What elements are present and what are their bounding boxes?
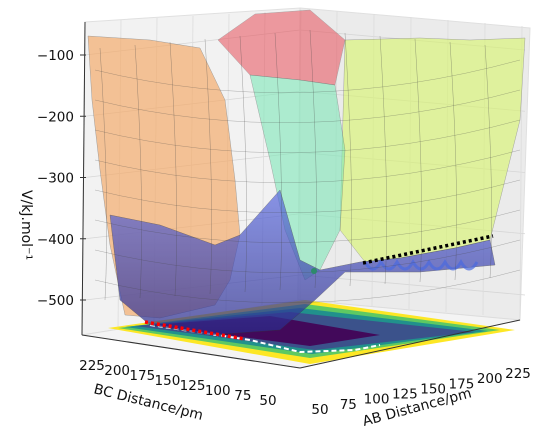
mesh-line — [414, 38, 422, 283]
y-tick-label: 175 — [129, 368, 155, 384]
mesh-line — [134, 44, 142, 299]
z-tick-label: −400 — [37, 232, 74, 248]
x-tick-label: 200 — [477, 371, 503, 387]
y-tick-label: 125 — [180, 378, 206, 394]
mesh-line — [94, 239, 521, 273]
mesh-line — [309, 29, 317, 289]
mesh-line — [274, 32, 282, 291]
y-tick-label: 150 — [155, 373, 181, 389]
x-tick-label: 150 — [420, 381, 446, 397]
trajectories — [144, 234, 494, 341]
x-tick-label: 100 — [364, 392, 390, 408]
z-tick-label: −100 — [37, 48, 74, 64]
mesh-line — [94, 179, 521, 213]
mesh-line — [449, 41, 457, 281]
y-tick-label: 75 — [234, 388, 251, 404]
z-tick-label: −300 — [37, 171, 74, 187]
x-tick-label: 75 — [340, 397, 357, 413]
x-tick-label: 50 — [311, 402, 328, 418]
mesh-line — [94, 149, 521, 183]
mesh-line — [94, 119, 521, 153]
z-axis-ticks: −100 −200 −300 −400 −500 — [37, 48, 86, 309]
x-axis-line — [299, 319, 521, 369]
mesh-line — [94, 269, 521, 303]
mesh-line — [344, 32, 352, 287]
z-axis-line — [81, 21, 86, 336]
surface-right-wall — [339, 37, 526, 263]
mesh-line — [484, 44, 492, 279]
y-tick-label: 225 — [79, 358, 105, 374]
trajectory-red — [144, 320, 246, 341]
mesh-line — [379, 35, 387, 285]
x-tick-label: 175 — [449, 376, 475, 392]
surface — [87, 9, 526, 336]
trajectory-marker — [311, 268, 317, 274]
y-axis-line — [81, 334, 301, 369]
y-axis-ticks: 225 200 175 150 125 100 75 50 — [79, 358, 276, 409]
mesh-line — [94, 209, 521, 243]
trajectory-black — [362, 234, 494, 265]
z-axis-label: V/kJ.mol⁻¹ — [18, 190, 34, 260]
mesh-line — [99, 47, 107, 301]
x-tick-label: 125 — [392, 387, 418, 403]
mesh-line — [94, 59, 521, 93]
x-tick-label: 225 — [505, 366, 531, 382]
z-tick-label: −200 — [37, 109, 74, 125]
y-tick-label: 100 — [205, 383, 231, 399]
axis-lines — [81, 21, 521, 369]
y-tick-label: 50 — [259, 393, 276, 409]
y-tick-label: 200 — [104, 363, 130, 379]
surface-channel-ripples — [363, 258, 479, 271]
mesh-line — [169, 41, 177, 297]
surface-mesh — [94, 29, 521, 303]
z-tick-label: −500 — [37, 293, 74, 309]
x-axis-ticks: 50 75 100 125 150 175 200 225 — [311, 366, 530, 418]
mesh-line — [94, 89, 521, 123]
